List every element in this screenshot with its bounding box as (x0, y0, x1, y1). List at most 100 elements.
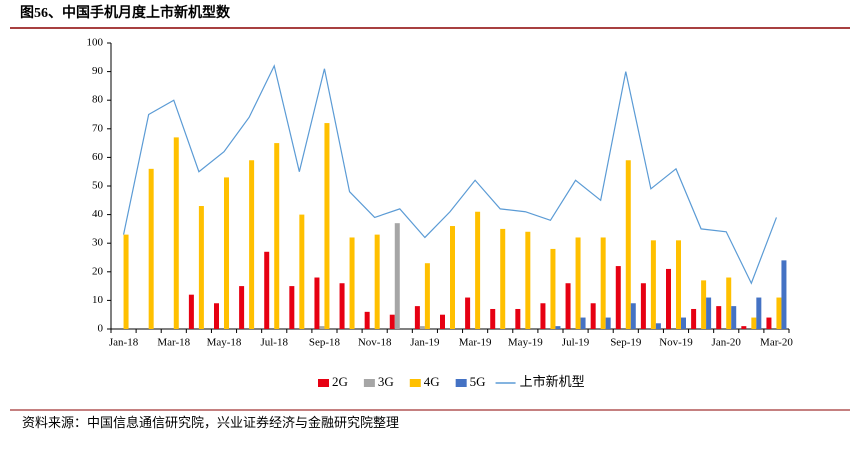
bar (655, 323, 661, 329)
legend-swatch (455, 379, 467, 387)
y-tick-label: 80 (92, 94, 104, 106)
bar (465, 297, 471, 329)
bar (424, 263, 430, 329)
x-tick-label: Mar-18 (157, 337, 190, 349)
bar (615, 266, 621, 329)
bar (394, 223, 400, 329)
bar (264, 251, 270, 329)
bar (224, 177, 229, 329)
bar (681, 317, 686, 329)
bar (640, 283, 646, 329)
x-tick-label: May-19 (508, 337, 543, 349)
bar (274, 143, 280, 329)
bar (691, 308, 697, 329)
x-tick-label: Sep-18 (309, 337, 341, 349)
x-tick-label: May-18 (207, 337, 242, 349)
bar (716, 306, 722, 329)
bar (676, 240, 681, 329)
bar (741, 326, 747, 329)
bar (173, 137, 179, 329)
bar (605, 317, 611, 329)
bar (389, 314, 395, 329)
x-tick-label: Mar-20 (760, 337, 793, 349)
bar (630, 303, 636, 329)
bar (249, 160, 255, 329)
y-tick-label: 30 (92, 237, 104, 249)
bar (515, 308, 521, 329)
legend-swatch (318, 379, 329, 387)
bar (600, 237, 606, 329)
x-tick-label: Mar-19 (459, 337, 492, 349)
bar (324, 123, 330, 329)
x-tick-label: Nov-19 (659, 337, 693, 349)
bar (289, 286, 295, 329)
bar (299, 214, 305, 329)
x-tick-label: Jan-18 (109, 337, 139, 349)
y-tick-label: 10 (92, 294, 104, 306)
x-tick-label: Jan-19 (410, 337, 440, 349)
bar (625, 160, 631, 329)
y-tick-label: 100 (87, 37, 104, 49)
bar (314, 277, 320, 329)
legend-swatch (409, 379, 421, 387)
bar (148, 168, 154, 329)
bar (239, 286, 245, 329)
bar (450, 226, 455, 329)
bar (756, 297, 762, 329)
bar (414, 306, 420, 329)
bar (776, 297, 782, 329)
title: 图56、中国手机月度上市新机型数 (20, 4, 231, 21)
bar (475, 211, 481, 329)
bar (590, 303, 596, 329)
y-tick-label: 0 (98, 323, 104, 335)
source: 资料来源：中国信息通信研究院，兴业证券经济与金融研究院整理 (22, 415, 399, 430)
bar (650, 240, 656, 329)
bar (198, 206, 204, 329)
line (122, 64, 778, 285)
bar (731, 306, 737, 329)
bar (580, 317, 586, 329)
bar (726, 277, 732, 329)
bar (701, 280, 707, 329)
bar (349, 237, 355, 329)
y-tick-label: 60 (92, 151, 104, 163)
bar (555, 326, 561, 329)
bar (188, 294, 194, 329)
y-tick-label: 20 (92, 265, 104, 277)
x-tick-label: Nov-18 (358, 337, 392, 349)
x-tick-label: Jan-20 (712, 337, 742, 349)
bar (364, 311, 370, 329)
bar (490, 308, 496, 329)
y-tick-label: 90 (92, 65, 104, 77)
x-tick-label: Jul-18 (260, 337, 288, 349)
y-tick-label: 40 (92, 208, 104, 220)
bar (500, 228, 506, 329)
bar (751, 317, 757, 329)
bar (419, 326, 425, 329)
bar (706, 297, 712, 329)
bar (766, 317, 772, 329)
x-tick-label: Jul-19 (562, 337, 590, 349)
legend-label: 4G (424, 374, 440, 389)
bar (550, 248, 556, 329)
bar (525, 231, 531, 329)
bar (575, 237, 581, 329)
legend-label: 上市新机型 (520, 374, 585, 389)
bar (781, 260, 787, 329)
x-tick-label: Sep-19 (610, 337, 642, 349)
bar (540, 303, 546, 329)
y-tick-label: 50 (92, 180, 104, 192)
legend-swatch (363, 379, 375, 387)
bar (565, 283, 571, 329)
legend-label: 5G (470, 374, 486, 389)
bar (123, 234, 129, 329)
bar (440, 314, 445, 329)
legend-label: 3G (378, 374, 394, 389)
bar (339, 283, 345, 329)
bar (214, 303, 219, 329)
bar (666, 268, 671, 329)
legend-label: 2G (332, 374, 348, 389)
bar (374, 234, 380, 329)
bar (319, 326, 325, 329)
